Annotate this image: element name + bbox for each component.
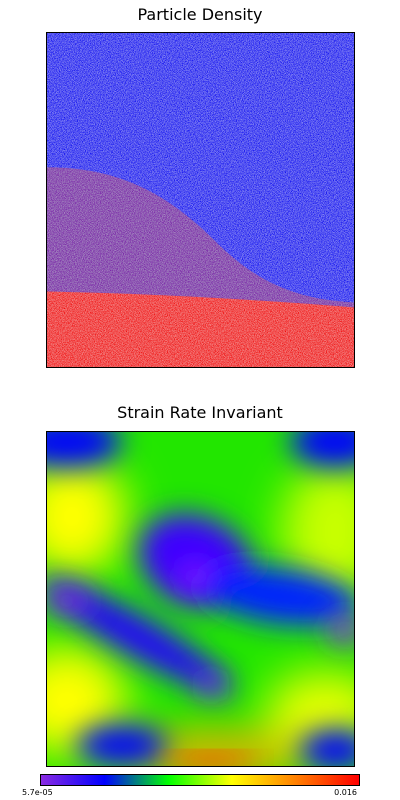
colorbar-min-label: 5.7e-05: [22, 788, 53, 797]
density-plot-title: Particle Density: [0, 5, 400, 25]
colorbar: [40, 774, 360, 786]
strain-rate-field: [47, 432, 354, 766]
density-plot: [46, 32, 355, 368]
density-field: [47, 33, 354, 367]
strain-plot-title: Strain Rate Invariant: [0, 403, 400, 423]
colorbar-max-label: 0.016: [334, 788, 357, 797]
strain-rate-plot: [46, 431, 355, 767]
